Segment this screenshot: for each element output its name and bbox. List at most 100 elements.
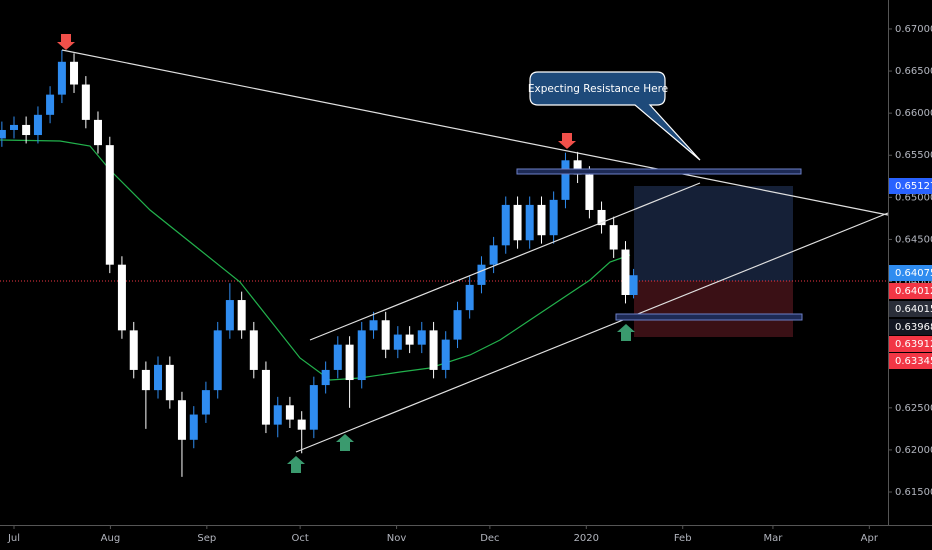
candle-body: [285, 405, 294, 420]
price-label: 0.64075: [895, 268, 932, 279]
up-arrow: [336, 434, 354, 451]
candle-body: [261, 369, 270, 425]
candle-body: [465, 284, 474, 311]
x-tick-label: Jul: [7, 533, 20, 544]
candle-body: [22, 124, 31, 136]
trend-line: [61, 49, 889, 216]
candle-body: [225, 300, 234, 331]
up-arrow: [617, 324, 635, 341]
price-label-box: [889, 265, 932, 281]
candle-body: [357, 330, 366, 381]
x-tick-label: Aug: [101, 533, 121, 544]
candle-body: [573, 160, 582, 175]
candle-body: [405, 334, 414, 345]
x-tick-label: Apr: [861, 533, 879, 544]
trend-line: [295, 212, 889, 453]
candle-body: [0, 129, 6, 139]
candle-body: [381, 320, 390, 350]
candle-body: [81, 84, 90, 120]
up-arrow: [287, 456, 305, 473]
candle-body: [141, 369, 150, 391]
candle-body: [597, 209, 606, 226]
candle-body: [154, 364, 163, 391]
annotation: Expecting Resistance Here: [528, 83, 668, 95]
stop-zone: [634, 281, 793, 337]
candle-body: [429, 330, 438, 370]
moving-average: [0, 139, 631, 381]
support-zone: [615, 313, 803, 321]
candle-body: [393, 334, 402, 350]
price-label-box: [889, 353, 932, 369]
candle-body: [93, 119, 102, 146]
candle-body: [117, 264, 126, 331]
candle-body: [9, 124, 18, 130]
candle-body: [621, 249, 630, 295]
x-tick-label: Dec: [480, 533, 499, 544]
price-label: 0.65127: [895, 181, 932, 192]
y-tick-label: 0.61500: [895, 487, 932, 498]
candle-body: [441, 339, 450, 370]
candle-body: [489, 245, 498, 265]
candle-body: [105, 145, 114, 265]
candle-body: [213, 330, 222, 391]
x-tick-label: Mar: [763, 533, 783, 544]
candle-body: [629, 275, 638, 295]
candle-body: [70, 61, 79, 85]
candle-body: [333, 344, 342, 370]
candle-body: [249, 330, 258, 370]
candle-body: [309, 385, 318, 430]
price-label-box: [889, 319, 932, 335]
down-arrow: [558, 133, 576, 149]
candle-body: [165, 364, 174, 401]
price-label: 0.64015: [895, 304, 932, 315]
price-label-box: [889, 178, 932, 194]
candle-body: [549, 199, 558, 236]
price-label: 0.63912: [895, 339, 932, 350]
candle-body: [201, 390, 210, 415]
x-tick-label: Feb: [674, 533, 692, 544]
candle-body: [189, 414, 198, 440]
candle-body: [525, 204, 534, 241]
candle-body: [33, 114, 42, 136]
price-label: 0.63345: [895, 356, 932, 367]
candle-body: [561, 160, 570, 200]
candle-body: [477, 264, 486, 285]
candle-body: [501, 204, 510, 246]
x-tick-label: 2020: [574, 533, 599, 544]
candle-body: [237, 300, 246, 331]
candle-body: [537, 204, 546, 236]
candle-body: [453, 310, 462, 340]
price-label: 0.63968: [895, 322, 932, 333]
x-tick-label: Nov: [387, 533, 407, 544]
candles: [0, 50, 638, 477]
candle-body: [321, 369, 330, 386]
candle-body: [369, 320, 378, 331]
candle-body: [57, 61, 66, 95]
candle-body: [345, 344, 354, 381]
candle-body: [129, 330, 138, 370]
down-arrow: [57, 34, 75, 50]
target-zone: [634, 186, 793, 281]
price-label-box: [889, 336, 932, 352]
candle-body: [297, 419, 306, 430]
candle-body: [46, 94, 55, 115]
x-tick-label: Oct: [291, 533, 308, 544]
resistance-zone: [516, 168, 802, 175]
price-label-box: [889, 301, 932, 317]
candle-body: [585, 174, 594, 210]
price-label-box: [889, 283, 932, 299]
x-tick-label: Sep: [197, 533, 216, 544]
candle-body: [609, 225, 618, 250]
candle-body: [417, 330, 426, 345]
callout: [529, 71, 701, 161]
